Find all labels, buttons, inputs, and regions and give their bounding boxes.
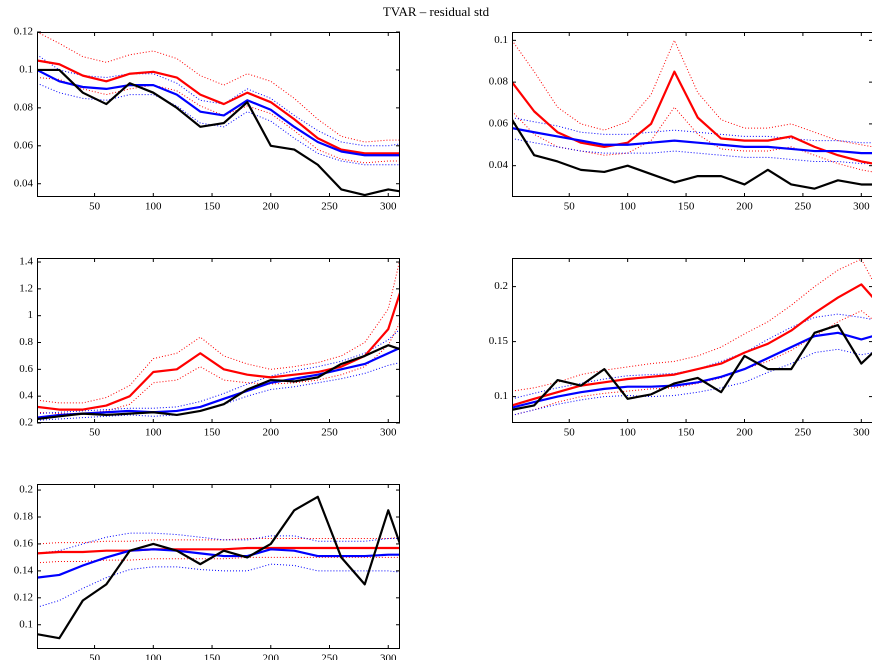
x-tick-label: 150 [204,653,221,660]
y-tick-label: 0.12 [14,26,33,38]
y-tick-label: 0.04 [489,159,509,171]
y-tick-label: 0.1 [494,34,508,46]
series-line [512,106,872,173]
x-tick-label: 100 [619,201,636,213]
series-line [37,68,400,197]
x-tick-label: 50 [89,201,101,213]
series-line [512,324,872,411]
series-line [37,556,400,564]
series-line [37,563,400,608]
x-tick-label: 250 [321,427,338,439]
x-tick-label: 50 [89,427,101,439]
y-tick-label: 1 [28,309,34,321]
x-tick-label: 50 [564,201,576,213]
series-line [37,292,400,411]
y-tick-label: 0.15 [489,335,509,347]
subplot: 50 100 150 200 250 300 0.2 0.4 0.6 0.8 1 1.2 1.4 [19,256,400,439]
series-line [37,68,400,157]
y-tick-label: 0.06 [14,139,34,151]
series-line [512,258,872,392]
x-tick-label: 300 [380,201,397,213]
series-line [512,126,872,155]
y-tick-label: 0.4 [19,390,33,402]
x-tick-label: 250 [795,201,812,213]
subplot: 50 100 150 200 250 300 0.04 0.06 0.08 0.1 [489,32,872,213]
y-tick-label: 0.08 [489,76,509,88]
y-tick-label: 0.1 [19,63,33,75]
x-tick-label: 150 [678,201,695,213]
series-line [37,322,400,415]
series-line [37,548,400,579]
x-tick-label: 50 [89,653,101,660]
figure-title: TVAR – residual std [383,4,490,19]
x-tick-label: 250 [321,653,338,660]
series-line [37,346,400,419]
y-tick-label: 0.04 [14,177,34,189]
y-tick-label: 1.2 [19,282,33,294]
axes-box [512,32,872,197]
x-tick-label: 300 [853,427,870,439]
series-line [37,495,400,640]
x-tick-label: 200 [736,427,753,439]
x-tick-label: 200 [263,653,280,660]
x-tick-label: 250 [321,201,338,213]
subplot: 50 100 150 200 250 300 0.1 0.15 0.2 [489,258,872,439]
y-tick-label: 1.4 [19,256,33,268]
series-line [512,119,872,190]
x-tick-label: 100 [145,427,162,439]
x-tick-label: 200 [263,427,280,439]
subplot: 50 100 150 200 250 300 0.1 0.12 0.14 0.16 0.18 0.2 [14,484,400,660]
x-tick-label: 200 [263,201,280,213]
y-tick-label: 0.06 [489,117,509,129]
series-line [512,313,872,400]
axes-box [37,258,400,423]
y-tick-label: 0.16 [14,537,34,549]
axes-box [37,32,400,197]
x-tick-label: 300 [380,427,397,439]
x-tick-label: 100 [145,653,162,660]
y-tick-label: 0.6 [19,363,33,375]
y-tick-label: 0.08 [14,101,34,113]
y-tick-label: 0.18 [14,511,34,523]
axes-box [512,258,872,423]
x-tick-label: 150 [204,427,221,439]
y-tick-label: 0.2 [19,484,33,496]
subplot: 50 100 150 200 250 300 0.04 0.06 0.08 0.1 0.12 [14,26,400,213]
series-line [512,283,872,407]
series-line [512,331,872,409]
x-tick-label: 150 [678,427,695,439]
x-tick-label: 100 [145,201,162,213]
series-line [37,546,400,555]
series-line [37,77,400,164]
x-tick-label: 150 [204,201,221,213]
x-tick-label: 300 [853,201,870,213]
axes-box [37,484,400,649]
series-line [37,532,400,554]
x-tick-label: 250 [795,427,812,439]
y-tick-label: 0.1 [19,618,33,630]
series-line [512,138,872,165]
series-line [37,59,400,155]
series-line [37,54,400,147]
y-tick-label: 0.1 [494,390,508,402]
series-line [37,344,400,421]
x-tick-label: 50 [564,427,576,439]
x-tick-label: 200 [736,201,753,213]
y-tick-label: 0.2 [494,280,508,292]
y-tick-label: 0.2 [19,417,33,429]
y-tick-label: 0.8 [19,336,33,348]
x-tick-label: 300 [380,653,397,660]
series-line [512,117,872,144]
x-tick-label: 100 [619,427,636,439]
y-tick-label: 0.14 [14,564,34,576]
series-line [37,82,400,166]
y-tick-label: 0.12 [14,591,33,603]
